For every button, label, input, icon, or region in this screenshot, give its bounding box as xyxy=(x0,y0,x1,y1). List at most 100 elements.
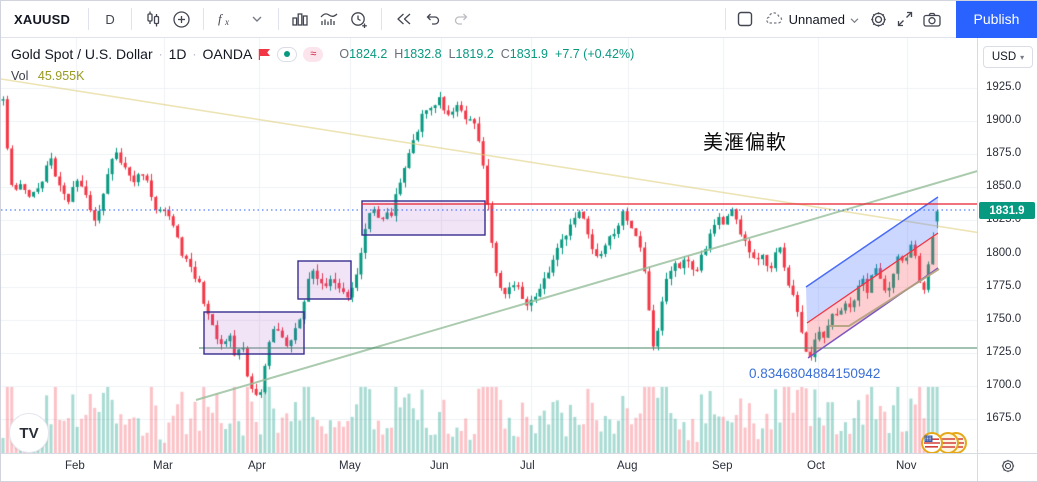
svg-text:f: f xyxy=(218,11,224,26)
alert-button[interactable] xyxy=(345,5,373,33)
legend-separator: · xyxy=(192,47,197,61)
channel-upper-fill[interactable] xyxy=(806,197,938,323)
price-tick-label: 1900.0 xyxy=(986,114,1022,127)
market-status-icon[interactable] xyxy=(277,46,298,62)
drawings-overlay xyxy=(1,78,979,401)
candlestick-chart-canvas[interactable] xyxy=(1,38,979,453)
box-annotation-3[interactable] xyxy=(361,200,486,236)
legend-separator: · xyxy=(158,47,163,61)
snapshot-button[interactable] xyxy=(918,5,946,33)
rising-trendline[interactable] xyxy=(195,169,979,401)
red-flag-icon[interactable] xyxy=(258,48,271,60)
time-axis[interactable]: Feb Mar Apr May Jun Jul Aug Sep Oct Nov xyxy=(1,453,979,481)
toolbar-separator xyxy=(131,8,133,30)
rewind-icon xyxy=(394,11,414,27)
tan-trendline[interactable] xyxy=(829,268,940,327)
price-tick-label: 1875.0 xyxy=(986,147,1022,160)
price-tick-label: 1925.0 xyxy=(986,81,1022,93)
toolbar-separator xyxy=(381,8,383,30)
khaki-trendline[interactable] xyxy=(1,78,979,234)
toolbar-separator xyxy=(278,8,280,30)
undo-button[interactable] xyxy=(420,5,446,33)
ohlc-values: O1824.2 H1832.8 L1819.2 C1831.9 +7.7 (+0… xyxy=(339,47,635,61)
price-tick-label: 1700.0 xyxy=(986,378,1022,391)
timeframe-button[interactable]: D xyxy=(105,11,115,27)
chart-style-button[interactable] xyxy=(140,5,166,33)
time-axis-month-label: Mar xyxy=(153,460,173,472)
layout-button[interactable] xyxy=(732,5,758,33)
chart-pane: Gold Spot / U.S. Dollar · 1D · OANDA ≈ O… xyxy=(1,38,979,454)
publish-button[interactable]: Publish xyxy=(956,1,1037,38)
wave-chart-icon xyxy=(319,10,339,28)
close-value: 1831.9 xyxy=(509,47,549,61)
volume-value: 45.955K xyxy=(37,69,85,83)
tradingview-logo[interactable]: TV xyxy=(9,413,49,453)
toolbar-separator xyxy=(88,8,90,30)
currency-label: USD xyxy=(991,51,1017,63)
financials-button[interactable] xyxy=(287,5,313,33)
change-value: +7.7 (+0.42%) xyxy=(555,47,635,61)
compare-button[interactable] xyxy=(168,5,195,33)
undo-arrow-icon xyxy=(424,12,442,26)
layout-name-menu[interactable]: Unnamed xyxy=(758,5,865,33)
columns-icon xyxy=(291,10,309,28)
channel-mid-line[interactable] xyxy=(806,232,939,324)
time-axis-month-label: Feb xyxy=(65,460,85,472)
toolbar-separator xyxy=(724,8,726,30)
gear-icon xyxy=(1000,458,1016,479)
chevron-down-icon xyxy=(850,12,859,27)
currency-selector[interactable]: USD ▾ xyxy=(983,46,1033,68)
alarm-clock-plus-icon xyxy=(349,10,369,29)
time-axis-month-label: Nov xyxy=(896,460,917,472)
templates-button[interactable] xyxy=(315,5,343,33)
camera-icon xyxy=(922,11,942,28)
open-value: 1824.2 xyxy=(349,47,388,61)
price-tick-label: 1725.0 xyxy=(986,345,1022,358)
toolbar-right-group: Unnamed Publish xyxy=(719,1,1037,38)
redo-arrow-icon xyxy=(452,12,470,26)
redo-button[interactable] xyxy=(448,5,474,33)
indicators-chevron[interactable] xyxy=(244,5,270,33)
price-tick-label: 1775.0 xyxy=(986,279,1022,292)
time-axis-settings[interactable] xyxy=(977,453,1037,481)
time-axis-month-label: Aug xyxy=(617,460,638,472)
symbol-button[interactable]: XAUUSD xyxy=(14,11,71,27)
box-annotation-1[interactable] xyxy=(203,311,305,355)
chevron-down-icon xyxy=(252,15,262,23)
fullscreen-button[interactable] xyxy=(892,5,918,33)
legend-title[interactable]: Gold Spot / U.S. Dollar xyxy=(11,46,153,62)
square-icon xyxy=(736,10,754,28)
fib-ratio-annotation[interactable]: 0.8346804884150942 xyxy=(749,366,881,381)
chart-legend: Gold Spot / U.S. Dollar · 1D · OANDA ≈ O… xyxy=(11,46,634,62)
last-price-label: 1831.9 xyxy=(979,202,1035,220)
time-axis-month-label: Apr xyxy=(248,460,266,472)
toolbar-separator xyxy=(203,8,205,30)
usd-coins-icon xyxy=(919,431,969,460)
legend-exchange[interactable]: OANDA xyxy=(202,46,253,62)
time-axis-month-label: Jun xyxy=(430,460,449,472)
price-tick-label: 1850.0 xyxy=(986,180,1022,193)
time-axis-month-label: Sep xyxy=(712,460,733,472)
volume-label[interactable]: Vol xyxy=(11,69,29,83)
time-axis-month-label: Oct xyxy=(807,460,825,472)
volume-legend: Vol 45.955K xyxy=(11,69,84,83)
price-axis[interactable]: USD ▾ 1925.0 1900.0 1875.0 1850.0 1825.0 1800… xyxy=(977,38,1037,453)
candlestick-icon xyxy=(144,10,162,28)
delayed-data-icon[interactable]: ≈ xyxy=(303,46,324,62)
cloud-icon xyxy=(764,11,784,28)
settings-button[interactable] xyxy=(865,5,892,33)
tradingview-logo-glyph: TV xyxy=(19,424,39,442)
chart-text-annotation[interactable]: 美滙偏軟 xyxy=(703,132,787,154)
price-tick-label: 1750.0 xyxy=(986,312,1022,325)
legend-interval[interactable]: 1D xyxy=(168,46,187,62)
channel-top-line[interactable] xyxy=(805,196,939,288)
bar-replay-button[interactable] xyxy=(390,5,418,33)
low-value: 1819.2 xyxy=(455,47,494,61)
price-tick-label: 1675.0 xyxy=(986,412,1022,424)
box-annotation-2[interactable] xyxy=(297,260,352,300)
high-value: 1832.8 xyxy=(403,47,442,61)
